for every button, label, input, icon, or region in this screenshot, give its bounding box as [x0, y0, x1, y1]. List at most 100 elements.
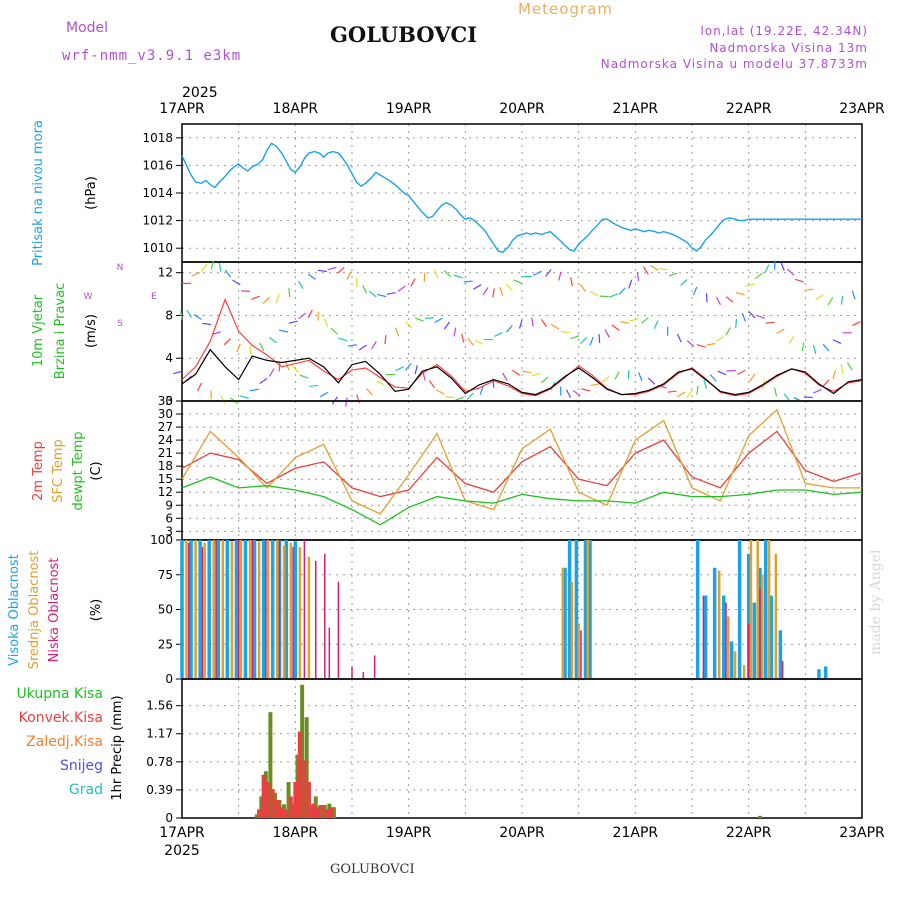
cloud-bar-0: [252, 540, 257, 679]
cloud-bar-0: [778, 630, 783, 679]
temperature-ytick-label: 15: [158, 472, 173, 486]
wind-arrow: [197, 382, 202, 392]
precip-legend-1: Konvek.Kisa: [19, 710, 103, 726]
wind-arrow: [384, 335, 387, 345]
precip-ytick-label: 0.39: [146, 783, 173, 797]
wind-arrow: [443, 321, 451, 330]
wind-arrow: [298, 312, 307, 320]
wind-arrow: [371, 341, 377, 350]
wind-arrow: [541, 376, 549, 384]
wind-arrow: [794, 278, 804, 283]
wind-arrow: [840, 363, 844, 374]
wind-arrow: [676, 333, 682, 343]
wind-arrow: [696, 344, 706, 348]
wind-arrow: [395, 327, 400, 337]
precip-bar-0: [327, 803, 332, 818]
cloud-bar-0: [712, 567, 717, 679]
model-name: wrf-nmm_v3.9.1 e3km: [62, 48, 242, 64]
precip-bar-1: [279, 807, 284, 818]
wind-arrow: [193, 313, 202, 320]
bottom-date-label: 22APR: [726, 825, 772, 841]
cloud-bar-2: [747, 623, 750, 679]
wind-arrow: [473, 284, 482, 290]
precip-bar-0: [331, 807, 336, 818]
wind-arrow: [788, 335, 795, 345]
wind-arrow: [191, 271, 201, 277]
wind-arrow: [347, 344, 357, 347]
precip-bar-1: [297, 731, 302, 818]
precip-bar-0: [272, 792, 277, 818]
wind-arrow: [323, 318, 329, 327]
cloud-bar-1: [282, 545, 286, 679]
cloud-bar-2: [188, 542, 190, 679]
wind-arrow: [614, 371, 620, 380]
wind-arrow: [268, 368, 275, 377]
cloud-bar-1: [185, 540, 188, 679]
wind-arrow: [404, 320, 413, 329]
top-date-label: 18APR: [273, 101, 319, 117]
pressure-ytick-label: 1016: [142, 158, 173, 172]
wind-arrow: [783, 393, 791, 402]
wind-arrow: [317, 269, 327, 273]
wind-arrow: [717, 370, 727, 376]
wind-arrow: [754, 272, 763, 280]
wind-arrow: [404, 363, 412, 371]
wind-arrow: [692, 286, 698, 296]
wind-arrow: [434, 269, 439, 279]
wind-arrow: [410, 278, 416, 287]
precip-ytick-label: 0: [165, 811, 173, 825]
temperature-ytick-label: 18: [158, 459, 173, 473]
wind-arrow: [832, 339, 842, 345]
wind-arrow: [715, 296, 721, 306]
wind-arrow: [715, 335, 725, 343]
wind-arrow: [737, 369, 746, 376]
cloud-bar-0: [284, 540, 289, 679]
cloud-bar-1: [561, 567, 565, 679]
wind-arrow: [327, 266, 337, 271]
clouds-ytick-label: 75: [158, 568, 173, 582]
precip-bar-0: [286, 781, 291, 818]
wind-arrow: [505, 325, 513, 333]
wind-arrow: [581, 388, 591, 392]
wind-arrow: [565, 389, 572, 399]
elevation-label: Nadmorska Visina 13m: [709, 41, 868, 55]
wind-arrow: [619, 321, 629, 324]
temperature-ytick-label: 24: [158, 433, 173, 447]
wind-arrow: [249, 388, 259, 392]
precip-bar-1: [257, 809, 262, 818]
wind-arrow: [756, 314, 766, 319]
bottom-date-label: 19APR: [386, 825, 432, 841]
cloud-bar-0: [763, 540, 768, 679]
wind-ylabel: 10m Vjetar: [31, 294, 46, 367]
wind-arrow: [647, 377, 656, 385]
cloud-bar-2: [201, 546, 204, 679]
wind-arrow: [428, 380, 436, 389]
cloud-bar-1: [257, 541, 261, 679]
clouds-ytick-label: 50: [158, 603, 173, 617]
wind-arrow: [686, 389, 693, 398]
cloud-bar-1: [266, 540, 270, 679]
wind-arrow: [259, 377, 268, 385]
precip-bar-1: [311, 803, 316, 818]
pressure-ytick-label: 1018: [142, 131, 173, 145]
wind-arrow: [521, 370, 531, 374]
pressure-ylabel: Pritisak na nivou mora: [31, 120, 46, 266]
cloud-bar-0: [737, 540, 742, 679]
wind-arrow: [356, 394, 360, 404]
wind-arrow: [513, 279, 523, 285]
wind-arrow: [748, 311, 756, 319]
temperature-line-0: [181, 430, 863, 498]
cloud-bar-0: [817, 669, 821, 679]
precip-legend-4: Grad: [69, 782, 103, 798]
cloud-bar-0: [261, 540, 266, 679]
precip-bar-1: [288, 796, 293, 818]
wind-arrow: [319, 391, 329, 398]
model-elevation-label: Nadmorska Visina u modelu 37.8733m: [600, 57, 868, 71]
top-date-label: 22APR: [726, 101, 772, 117]
precip-legend-3: Snijeg: [60, 758, 103, 774]
wind-arrow: [414, 317, 424, 322]
precip-bar-1: [325, 809, 330, 818]
wind-arrow: [479, 385, 484, 395]
cloud-bar-2: [278, 540, 281, 679]
